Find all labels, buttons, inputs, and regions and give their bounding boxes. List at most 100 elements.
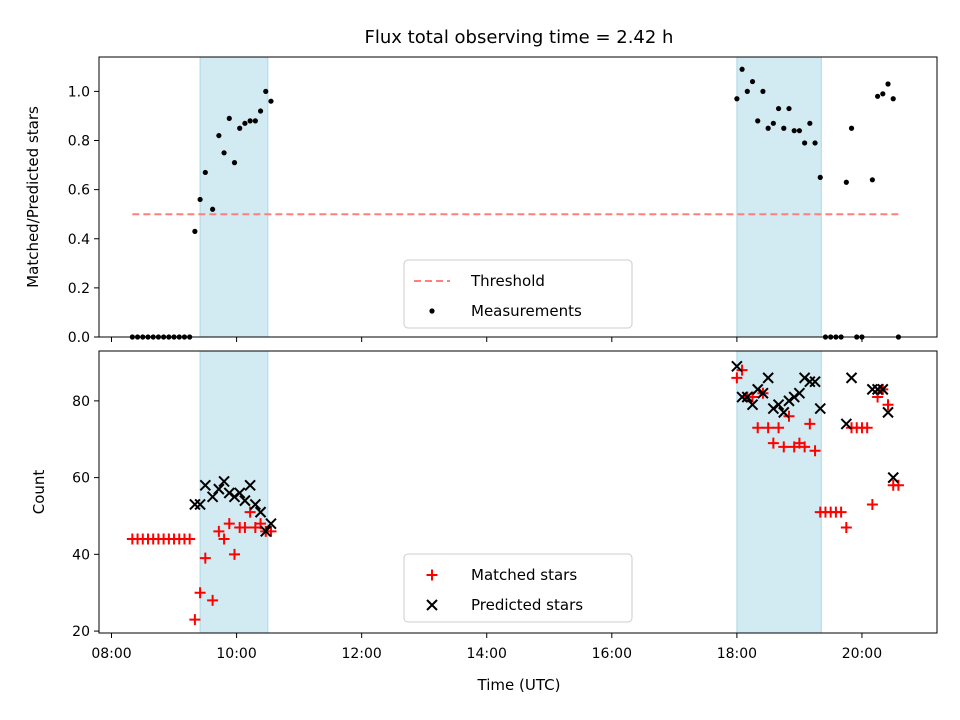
x-tick-label-1: 10:00	[216, 646, 256, 662]
bottom-x-ticks: 08:00 10:00 12:00 14:00 16:00 18:00 20:00	[91, 633, 882, 662]
bottom-y-tick-label-3: 80	[72, 394, 90, 410]
predicted-star-point-0	[189, 498, 201, 511]
predicted-star-point-11	[249, 498, 262, 511]
measurement-point-19	[231, 160, 238, 166]
measurement-point-13	[197, 196, 203, 203]
measurement-point-20	[237, 125, 243, 131]
measurement-point-54	[880, 91, 886, 97]
predicted-star-point-24	[778, 406, 790, 419]
chart-title: Flux total observing time = 2.42 h	[365, 27, 674, 48]
matched-star-point-17	[218, 533, 230, 545]
top-axes: 0.0 0.2 0.4 0.6 0.8 1.0 Matched/Predicted sta…	[24, 56, 938, 346]
measurement-point-14	[202, 169, 208, 176]
matched-star-point-35	[773, 422, 785, 434]
measurement-point-15	[210, 206, 216, 212]
matched-star-point-42	[809, 445, 821, 457]
bottom-legend-marker-0	[426, 569, 438, 581]
top-legend-box	[403, 259, 633, 329]
x-tick-label-3: 14:00	[467, 646, 507, 662]
measurement-point-52	[869, 177, 875, 183]
measurement-point-48	[843, 179, 849, 185]
top-y-axis-label: Matched/Predicted stars	[24, 106, 42, 288]
predicted-star-point-23	[772, 399, 785, 411]
bottom-axes-frame	[98, 350, 938, 634]
predicted-star-point-35	[871, 383, 884, 396]
matched-star-point-19	[228, 548, 240, 560]
matched-star-point-48	[840, 521, 852, 533]
matched-star-point-33	[762, 422, 774, 434]
matched-star-point-26	[265, 525, 277, 537]
bottom-y-tick-label-1: 40	[72, 547, 90, 563]
predicted-star-point-10	[244, 479, 256, 491]
predicted-star-point-4	[213, 483, 225, 495]
predicted-star-point-18	[746, 399, 759, 411]
predicted-star-point-2	[199, 479, 212, 491]
measurement-point-23	[252, 118, 258, 124]
matched-star-point-13	[194, 587, 206, 599]
top-y-ticks: 0.0 0.2 0.4 0.6 0.8 1.0	[68, 84, 99, 346]
predicted-star-point-30	[809, 375, 821, 388]
top-y-tick-label-0: 0.0	[68, 330, 90, 346]
bottom-y-ticks: 20 40 60 80	[72, 394, 99, 640]
matched-star-point-16	[213, 525, 225, 537]
bottom-y-axis-label: Count	[30, 470, 48, 515]
measurement-point-29	[744, 88, 750, 94]
predicted-star-point-15	[731, 360, 743, 373]
measurement-point-32	[760, 88, 766, 94]
top-legend-marker-1	[429, 308, 435, 314]
measurement-point-28	[739, 66, 745, 72]
x-tick-label-4: 16:00	[592, 646, 632, 662]
x-tick-label-2: 12:00	[341, 646, 381, 662]
predicted-star-point-17	[741, 391, 754, 403]
predicted-star-points	[189, 360, 899, 538]
x-tick-label-5: 18:00	[717, 646, 757, 662]
measurement-point-33	[765, 125, 771, 131]
top-x-ticks	[111, 337, 863, 342]
top-axes-frame	[98, 56, 938, 338]
predicted-star-point-21	[762, 372, 774, 384]
measurement-point-49	[848, 125, 855, 131]
bottom-shaded-interval-1	[736, 350, 822, 634]
measurement-point-43	[817, 174, 823, 180]
measurement-point-38	[791, 128, 797, 134]
measurement-point-37	[786, 105, 792, 112]
matched-star-point-18	[223, 518, 235, 530]
x-tick-label-0: 08:00	[91, 646, 131, 662]
predicted-star-point-1	[194, 498, 206, 511]
predicted-star-point-12	[254, 506, 267, 518]
matched-star-point-34	[767, 437, 779, 449]
measurement-point-40	[802, 140, 808, 146]
bottom-y-tick-label-0: 20	[72, 624, 90, 640]
matched-star-point-56	[882, 399, 894, 411]
measurement-point-25	[263, 88, 269, 94]
matched-star-point-14	[199, 552, 211, 564]
matched-star-point-21	[239, 521, 251, 533]
predicted-star-point-38	[887, 471, 899, 484]
measurement-point-39	[796, 128, 803, 134]
matched-star-point-47	[835, 506, 847, 518]
measurement-point-27	[734, 96, 740, 102]
bottom-legend-label-0: Matched stars	[471, 566, 577, 584]
measurement-point-55	[885, 81, 891, 87]
predicted-star-point-20	[757, 387, 769, 399]
matched-star-point-12	[189, 614, 201, 626]
predicted-star-point-34	[866, 383, 879, 396]
measurement-point-30	[749, 78, 756, 85]
predicted-star-point-29	[804, 375, 816, 388]
measurement-point-35	[775, 105, 782, 112]
measurement-point-31	[755, 118, 761, 124]
matched-star-point-41	[804, 418, 816, 430]
bottom-legend-label-1: Predicted stars	[471, 596, 583, 614]
measurement-point-17	[221, 150, 227, 156]
x-tick-label-6: 20:00	[842, 646, 882, 662]
top-y-tick-label-2: 0.4	[68, 232, 90, 248]
matched-star-point-52	[861, 422, 873, 434]
bottom-axes: 20 40 60 80 08:00 10:00 12:00 14:00 16:00 18:00 2…	[30, 350, 938, 694]
measurement-point-36	[781, 125, 787, 131]
matched-star-point-36	[778, 441, 790, 453]
top-shaded-intervals	[199, 56, 822, 338]
predicted-star-point-5	[218, 475, 230, 488]
measurement-point-16	[216, 132, 222, 139]
predicted-star-point-14	[265, 517, 277, 530]
